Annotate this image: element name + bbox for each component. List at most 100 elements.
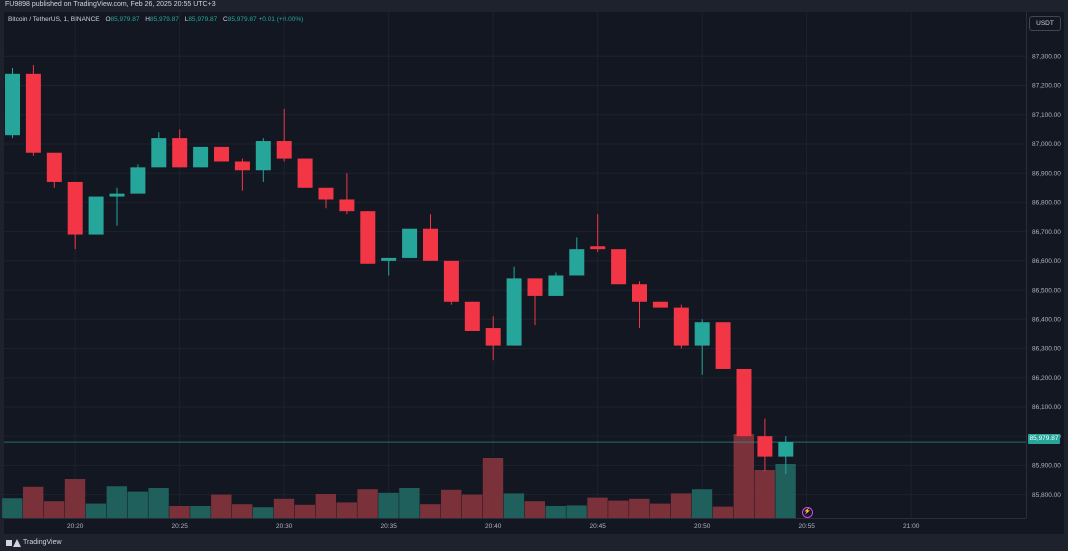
price-tick-label: 86,500.00	[1032, 287, 1061, 294]
time-tick-label: 20:55	[799, 523, 816, 530]
volume-bar	[629, 498, 650, 518]
volume-bar	[232, 504, 253, 518]
grid-lines	[4, 12, 1026, 518]
candle-body	[234, 161, 250, 171]
candle[interactable]	[360, 211, 376, 264]
volume-bar	[482, 458, 504, 518]
candle-body	[109, 193, 125, 197]
candle[interactable]	[46, 152, 62, 188]
candle[interactable]	[527, 278, 543, 326]
candle[interactable]	[151, 132, 167, 168]
time-tick-label: 21:00	[903, 523, 920, 530]
bolt-icon[interactable]: ⚡	[802, 507, 813, 518]
candle[interactable]	[193, 146, 209, 168]
candle[interactable]	[548, 272, 564, 296]
time-axis-border	[4, 518, 1026, 519]
candle[interactable]	[276, 108, 292, 162]
low-label: L	[184, 16, 189, 23]
chart-pane[interactable]	[4, 12, 1064, 534]
candle[interactable]	[632, 281, 647, 329]
candle[interactable]	[506, 266, 522, 346]
candle[interactable]	[485, 316, 501, 361]
candle-body	[88, 196, 104, 235]
price-tick-label: 87,000.00	[1032, 141, 1061, 148]
candle-body	[736, 368, 752, 437]
candle-body	[632, 284, 647, 302]
candle-body	[5, 73, 20, 136]
candle-body	[590, 246, 606, 250]
candle[interactable]	[88, 196, 104, 235]
candle-body	[255, 141, 271, 171]
volume-bar	[399, 488, 420, 518]
price-tick-label: 86,300.00	[1032, 346, 1061, 353]
time-tick-label: 20:40	[485, 523, 502, 530]
volume-bar	[106, 486, 127, 518]
footer-brand-text: TradingView	[23, 539, 62, 546]
volume-bar	[524, 501, 545, 518]
time-tick-label: 20:25	[172, 523, 189, 530]
candle[interactable]	[673, 304, 689, 349]
volume-bar	[273, 498, 295, 518]
candle[interactable]	[214, 146, 229, 162]
candle[interactable]	[464, 301, 480, 331]
time-tick-label: 20:20	[67, 523, 84, 530]
price-tick-label: 86,600.00	[1032, 258, 1061, 265]
close-value: 85,979.87 +0.01 (+0.00%)	[227, 16, 304, 23]
candle[interactable]	[255, 138, 271, 182]
candle-body	[757, 436, 773, 457]
candle[interactable]	[590, 214, 606, 253]
candle-body	[214, 146, 229, 162]
candle[interactable]	[569, 237, 585, 276]
open-value: 85,979.87	[110, 16, 140, 23]
currency-button[interactable]: USDT	[1029, 16, 1061, 31]
candle[interactable]	[652, 301, 668, 308]
candle[interactable]	[172, 129, 188, 168]
candle[interactable]	[611, 249, 627, 285]
tradingview-logo-icon	[6, 538, 21, 547]
candle[interactable]	[339, 173, 355, 215]
volume-bar	[691, 489, 713, 518]
volume-bar	[441, 489, 462, 518]
candle[interactable]	[778, 436, 794, 475]
candle[interactable]	[5, 67, 20, 139]
volume-bar	[587, 497, 608, 518]
time-tick-label: 20:50	[694, 523, 711, 530]
volume-bar	[2, 498, 23, 518]
candle[interactable]	[402, 228, 418, 258]
candle-body	[172, 138, 188, 168]
published-by-text: FU9898 published on TradingView.com, Feb…	[5, 1, 216, 8]
candle[interactable]	[715, 322, 731, 369]
candle[interactable]	[736, 368, 752, 437]
candle-body	[381, 257, 397, 261]
price-tick-label: 86,700.00	[1032, 229, 1061, 236]
candle-body	[46, 152, 62, 182]
candle[interactable]	[757, 418, 773, 472]
candle-body	[652, 301, 668, 308]
candle[interactable]	[297, 158, 313, 188]
volume-bar	[378, 492, 399, 518]
candle[interactable]	[318, 187, 334, 209]
candle-body	[778, 442, 794, 457]
candle[interactable]	[109, 187, 125, 226]
volume-bar	[503, 493, 525, 518]
footer-branding[interactable]: TradingView	[6, 538, 62, 547]
candle[interactable]	[25, 65, 41, 156]
candle[interactable]	[130, 164, 146, 194]
candle[interactable]	[67, 181, 83, 250]
volume-bar	[733, 434, 754, 518]
candle-body	[506, 278, 522, 346]
volume-bar	[169, 506, 190, 518]
candle[interactable]	[234, 158, 250, 191]
candle-body	[276, 141, 292, 159]
candle[interactable]	[694, 319, 710, 375]
candle[interactable]	[423, 214, 438, 261]
candle[interactable]	[443, 260, 459, 305]
volume-bar	[64, 479, 86, 518]
high-value: 85,979.87	[149, 16, 179, 23]
candle-body	[67, 181, 83, 235]
volume-bar	[190, 506, 211, 518]
candle[interactable]	[381, 257, 397, 276]
price-axis: 85,800.0085,900.0086,000.0086,100.0086,2…	[1032, 53, 1061, 498]
symbol-title: Bitcoin / TetherUS, 1, BINANCE	[8, 16, 100, 23]
